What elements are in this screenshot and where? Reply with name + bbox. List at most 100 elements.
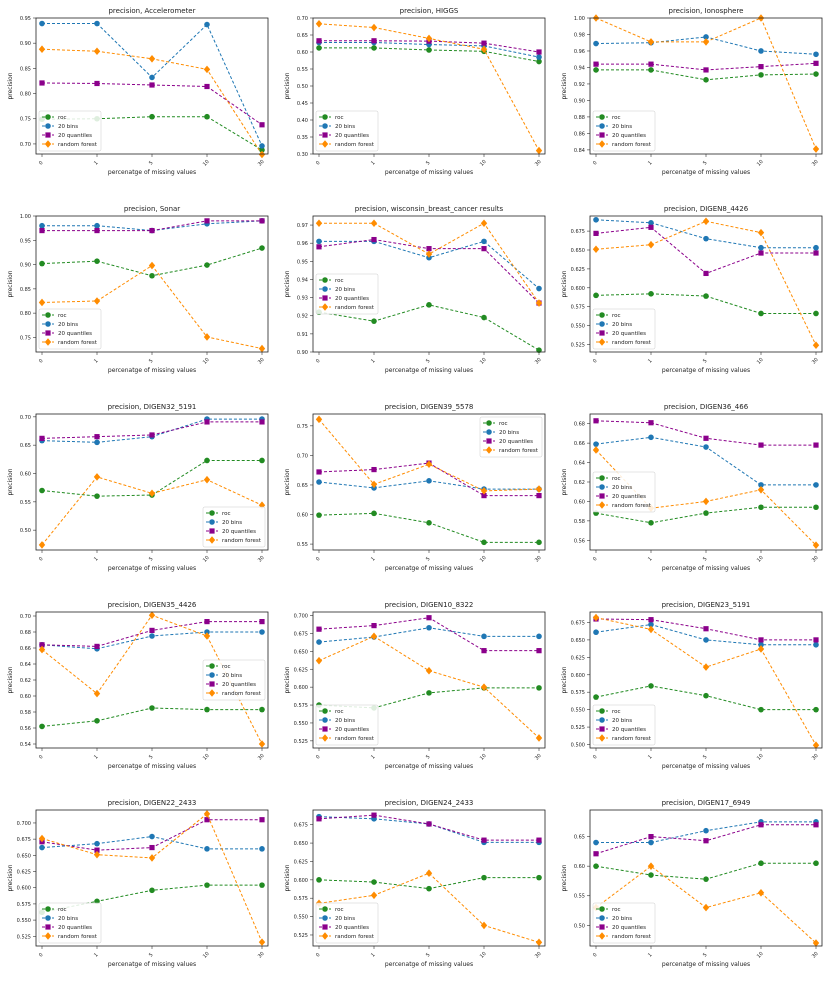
data-point-20-quantiles [536, 837, 542, 843]
legend-marker [485, 446, 493, 454]
x-tick-label: 30 [534, 357, 543, 366]
data-point-20-quantiles [204, 817, 210, 823]
legend: roc 20 bins 20 quantiles random forest [315, 704, 379, 746]
data-point-roc [426, 885, 432, 892]
legend: roc 20 bins 20 quantiles random forest [592, 308, 656, 350]
x-tick-label: 30 [257, 753, 266, 762]
data-point-random-forest [647, 625, 655, 634]
data-point-20-quantiles [426, 246, 432, 252]
data-point-roc [149, 705, 155, 711]
data-point-roc [259, 457, 265, 464]
legend-label-20-bins: 20 bins [58, 124, 78, 130]
data-point-20-quantiles [813, 442, 819, 448]
y-tick-label: 0.70 [297, 16, 308, 22]
y-axis-label: precision [561, 468, 568, 495]
data-point-random-forest [757, 485, 765, 494]
chart-title: precision, DIGEN22_2433 [108, 799, 197, 807]
series-20-bins [316, 624, 542, 645]
y-tick-label: 0.90 [574, 98, 585, 104]
x-tick-label: 30 [811, 555, 820, 564]
data-point-random-forest [93, 297, 101, 305]
legend-marker [599, 123, 605, 129]
series-20-quantiles [39, 619, 265, 649]
x-tick-label: 10 [479, 951, 488, 960]
data-point-20-bins [758, 244, 764, 251]
x-tick-label: 0 [315, 358, 321, 364]
data-point-20-quantiles [204, 218, 210, 224]
data-point-random-forest [258, 938, 266, 946]
y-tick-label: 0.525 [571, 725, 585, 731]
data-point-20-quantiles [259, 619, 265, 625]
plot-frame [35, 611, 269, 749]
data-point-random-forest [647, 38, 655, 46]
series-random-forest [315, 632, 543, 742]
y-tick-label: 0.92 [297, 314, 308, 320]
y-tick-label: 0.64 [20, 662, 31, 668]
series-line-roc [318, 512, 539, 543]
data-point-random-forest [370, 23, 378, 32]
series-20-bins [39, 416, 265, 446]
data-point-20-bins [593, 839, 599, 846]
data-point-roc [371, 45, 377, 51]
x-axis-label: percenatge of missing values [108, 961, 196, 968]
y-tick-label: 0.95 [297, 259, 308, 265]
data-point-20-quantiles [426, 821, 432, 827]
data-point-roc [204, 457, 210, 464]
data-point-roc [758, 72, 764, 78]
data-point-20-quantiles [758, 442, 764, 448]
y-tick-label: 0.40 [297, 118, 308, 124]
legend-box [38, 110, 102, 152]
x-tick-label: 10 [479, 753, 488, 762]
x-tick-label: 1 [647, 754, 653, 760]
chart-precision-digen17-6949: precision, DIGEN17_6949 0.50 0.55 0.60 0.65 0… [561, 799, 823, 968]
legend-label-roc: roc [612, 476, 621, 482]
x-tick-label: 10 [756, 555, 765, 564]
y-tick-label: 0.525 [571, 342, 585, 348]
y-axis-label: precision [284, 468, 291, 495]
data-point-20-quantiles [149, 627, 155, 633]
series-random-forest [592, 217, 820, 349]
y-tick-label: 1.00 [574, 16, 585, 22]
data-point-20-bins [39, 20, 45, 27]
x-tick-label: 1 [647, 160, 653, 166]
x-tick-label: 30 [811, 753, 820, 762]
x-tick-label: 0 [592, 754, 598, 760]
data-point-20-bins [758, 641, 764, 648]
y-tick-label: 0.60 [297, 513, 308, 519]
y-tick-label: 0.600 [294, 878, 308, 884]
x-tick-label: 30 [257, 951, 266, 960]
data-point-20-bins [536, 285, 542, 292]
y-tick-label: 0.550 [571, 324, 585, 330]
chart-precision-digen10-8322: precision, DIGEN10_8322 0.525 0.550 0.575 0.… [284, 601, 546, 770]
legend-label-20-bins: 20 bins [499, 430, 519, 436]
legend-label-20-bins: 20 bins [58, 916, 78, 922]
chart-precision-accelerometer: precision, Accelerometer 0.70 0.75 0.80 0.85… [7, 7, 269, 176]
series-roc [593, 683, 819, 713]
data-point-20-quantiles [204, 619, 210, 625]
data-point-roc [536, 685, 542, 691]
data-point-20-quantiles [593, 61, 599, 67]
y-axis-label: precision [7, 72, 14, 99]
data-point-roc [204, 262, 210, 268]
x-tick-label: 5 [702, 160, 708, 166]
y-tick-label: 0.30 [297, 152, 308, 158]
legend: roc 20 bins 20 quantiles random forest [38, 902, 102, 944]
y-tick-label: 0.70 [20, 415, 31, 421]
series-roc [39, 245, 265, 279]
legend-label-20-quantiles: 20 quantiles [335, 296, 369, 302]
data-point-20-quantiles [149, 844, 155, 851]
legend-label-20-bins: 20 bins [335, 124, 355, 130]
data-point-roc [259, 706, 265, 713]
y-tick-label: 0.62 [574, 480, 585, 486]
legend-label-roc: roc [222, 664, 231, 670]
series-line-random-forest [595, 17, 817, 150]
y-tick-label: 0.575 [294, 896, 308, 902]
data-point-roc [593, 292, 599, 299]
data-point-20-bins [204, 21, 210, 28]
data-point-random-forest [592, 245, 600, 254]
x-tick-label: 10 [202, 555, 211, 564]
data-point-20-bins [94, 20, 100, 27]
y-tick-label: 0.65 [574, 835, 585, 841]
data-point-20-bins [648, 621, 654, 628]
data-point-20-quantiles [593, 230, 599, 236]
